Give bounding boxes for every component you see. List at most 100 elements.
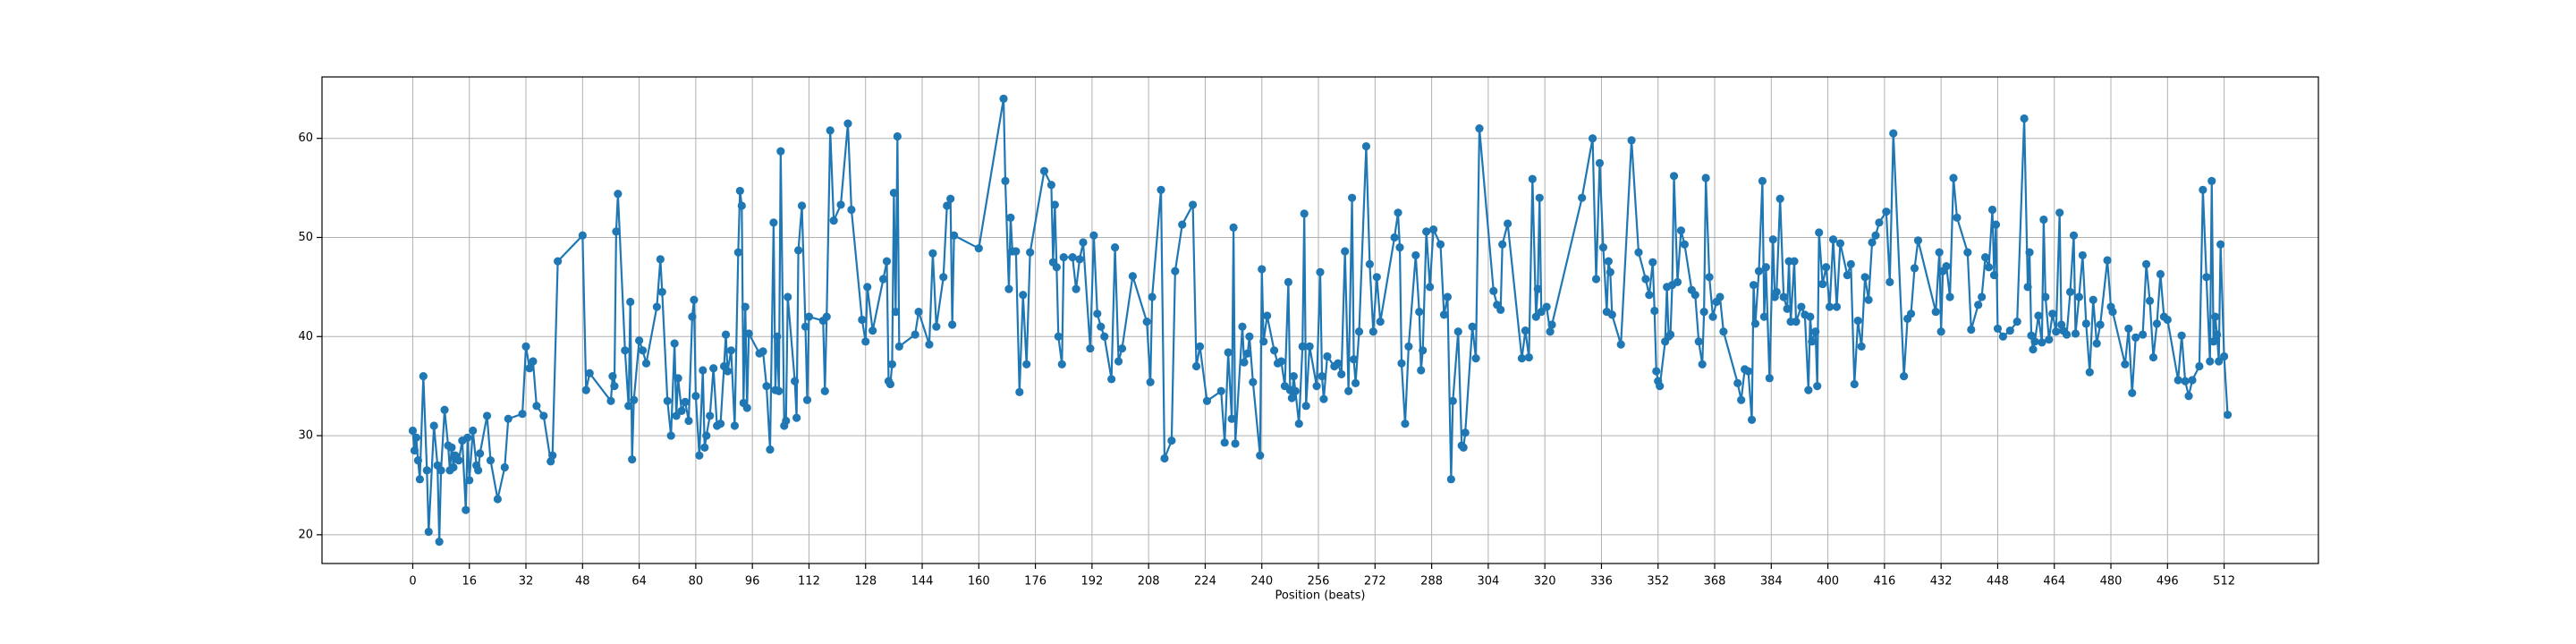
data-point [1426,283,1435,292]
x-tick-label: 96 [745,575,760,589]
data-point [1075,255,1084,264]
data-point [449,462,458,472]
data-point [525,364,534,373]
data-point [518,410,527,419]
data-point [1269,346,1279,355]
data-point [1227,414,1236,423]
data-point [1443,292,1452,301]
y-tick-label: 20 [298,528,313,541]
data-point [1650,306,1659,316]
data-point [2023,283,2032,292]
data-point [1249,377,1258,386]
data-point [688,312,697,321]
data-point [2029,345,2038,354]
data-point [1598,242,1608,252]
data-point [2065,287,2075,297]
data-point [2131,333,2140,342]
data-point [784,292,792,301]
data-point [532,402,541,411]
data-point [1815,228,1824,237]
data-point [1974,301,1983,309]
x-tick-label: 160 [968,575,990,589]
data-point [939,273,948,282]
data-point [1998,332,2007,341]
data-point [440,405,449,414]
data-point [1913,236,1923,245]
data-point [1428,225,1438,234]
data-point [1496,305,1505,314]
data-point [1604,257,1613,266]
data-point [782,416,791,426]
data-point [1318,371,1326,381]
x-tick-label: 288 [1420,575,1443,589]
data-point [1542,302,1551,311]
data-point [691,392,700,401]
data-point [829,216,838,225]
data-point [454,456,463,465]
data-point [948,320,957,329]
data-point [1436,240,1445,249]
data-point [1818,279,1827,289]
data-point [1850,379,1859,389]
data-point [1316,267,1325,276]
data-point [1978,292,1987,301]
x-tick-label: 192 [1080,575,1103,589]
data-point [1128,272,1137,281]
data-point [1001,176,1010,185]
data-point [1698,360,1707,369]
data-point [1984,263,1994,272]
data-point [758,347,767,356]
data-point [1641,275,1650,284]
data-point [1054,332,1063,341]
data-point [891,307,900,317]
data-point [1323,352,1332,361]
data-point [1258,265,1267,274]
data-point [1397,359,1406,368]
data-point [493,495,502,504]
data-point [2128,388,2137,398]
data-line [411,97,2229,543]
data-point [1079,238,1088,247]
data-point [1068,253,1077,262]
data-point [677,406,686,415]
data-point [429,421,438,430]
x-tick-label: 240 [1250,575,1273,589]
data-point [863,283,872,292]
data-point [2152,319,2162,328]
data-point [792,413,801,422]
data-point [482,411,492,420]
data-point [1365,259,1374,269]
data-point [463,433,472,442]
data-point [2223,411,2233,419]
data-point [2139,330,2148,339]
x-tick-label: 432 [1930,575,1953,589]
data-point [1167,436,1176,445]
data-point [1097,322,1106,331]
x-tick-label: 64 [631,575,647,589]
data-point [1808,337,1817,346]
data-point [1354,327,1364,336]
data-point [2211,312,2220,321]
data-point [2085,368,2094,377]
data-point [1022,360,1031,369]
data-point [1772,287,1781,297]
data-point [1294,419,1303,428]
data-point [1220,438,1229,447]
data-point [2156,269,2165,279]
data-point [1828,235,1838,244]
data-point [1026,248,1035,257]
data-point [474,466,483,475]
data-point [861,337,870,346]
data-point [1259,337,1268,346]
data-point [1372,273,1381,282]
data-point [2081,319,2090,328]
data-point [1931,307,1940,317]
data-point [1498,240,1507,249]
data-point [1334,359,1343,368]
data-point [1114,357,1123,366]
data-point [1719,327,1728,336]
data-point [1256,451,1265,460]
data-point [1743,367,1753,376]
data-point [1417,366,1426,375]
